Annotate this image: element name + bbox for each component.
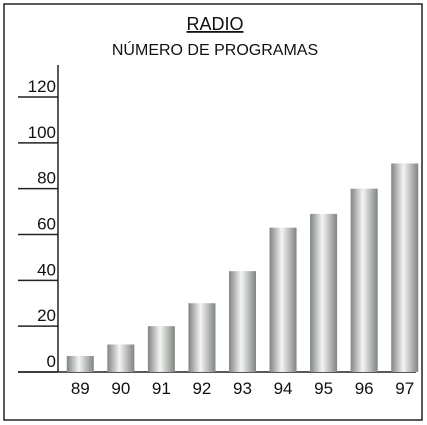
bar xyxy=(229,271,256,372)
bar xyxy=(269,227,297,372)
x-tick-label: 93 xyxy=(233,379,252,398)
y-tick-label: 20 xyxy=(37,306,56,325)
x-tick-label: 94 xyxy=(274,379,293,398)
bar xyxy=(147,326,175,372)
x-tick-label: 90 xyxy=(111,379,130,398)
x-tick-label: 92 xyxy=(192,379,211,398)
y-tick-label: 80 xyxy=(37,169,56,188)
y-tick-label: 0 xyxy=(47,352,56,371)
frame xyxy=(3,3,423,421)
y-tick-label: 120 xyxy=(28,77,56,96)
x-tick-label: 91 xyxy=(152,379,171,398)
bar xyxy=(310,213,338,372)
y-tick-label: 40 xyxy=(37,260,56,279)
bar xyxy=(391,163,419,372)
bar xyxy=(66,355,94,372)
bar xyxy=(188,303,216,372)
x-tick-label: 96 xyxy=(355,379,374,398)
chart-title: RADIO xyxy=(186,14,243,34)
y-tick-label: 100 xyxy=(28,123,56,142)
y-tick-label: 60 xyxy=(37,215,56,234)
chart-subtitle: NÚMERO DE PROGRAMAS xyxy=(112,40,318,59)
x-tick-label: 89 xyxy=(71,379,90,398)
x-tick-label: 95 xyxy=(314,379,333,398)
x-tick-label: 97 xyxy=(395,379,414,398)
bar xyxy=(350,188,378,372)
bar xyxy=(107,344,135,372)
